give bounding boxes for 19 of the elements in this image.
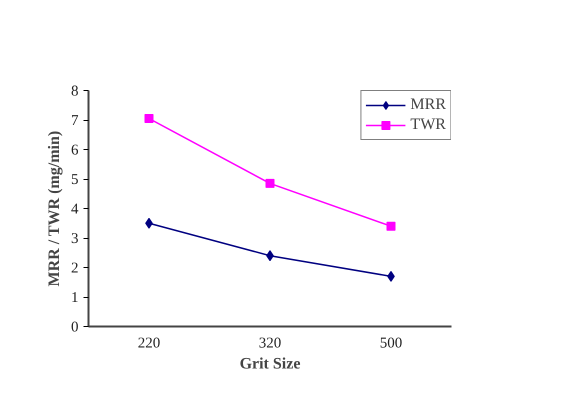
point — [266, 178, 274, 188]
y-tick-label: 6 — [71, 142, 79, 158]
x-tick-label: 500 — [380, 336, 402, 352]
y-tick-label: 0 — [71, 320, 78, 336]
point — [144, 114, 154, 124]
y-tick-label: 4 — [71, 202, 79, 218]
x-axis-title: Grit Size — [240, 356, 300, 372]
x-tick-label: 220 — [138, 336, 160, 352]
y-tick-label: 8 — [71, 84, 78, 100]
y-tick-label: 5 — [71, 172, 78, 188]
point — [386, 222, 396, 231]
y-tick-label: 3 — [71, 231, 78, 247]
y-tick-label: 7 — [71, 113, 79, 129]
y-axis-title: MRR / TWR (mg/min) — [46, 130, 63, 286]
x-tick-label: 320 — [258, 336, 282, 352]
y-tick-label: 1 — [71, 290, 78, 306]
y-tick-label: 2 — [71, 260, 78, 276]
legend-label: TWR — [410, 116, 446, 134]
legend-label: MRR — [410, 96, 446, 114]
